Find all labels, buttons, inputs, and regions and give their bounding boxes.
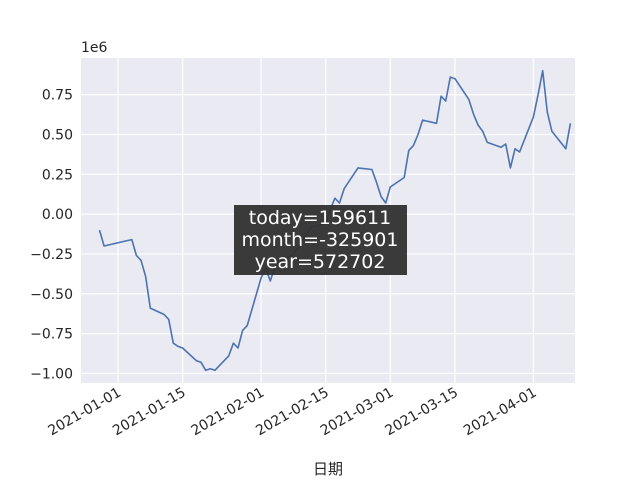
x-tick-label: 2021-04-01 <box>461 385 539 440</box>
y-tick-label: −0.25 <box>30 247 73 263</box>
series-line <box>98 69 572 372</box>
x-tick-label: 2021-01-15 <box>110 385 188 440</box>
x-tick-label: 2021-02-01 <box>189 385 267 440</box>
x-tick-label: 2021-02-15 <box>253 385 331 440</box>
series-layer <box>98 69 572 372</box>
y-tick-label: 0.25 <box>42 167 73 183</box>
annotation-box: today=159611 month=-325901 year=572702 <box>234 205 407 275</box>
annotation-line-month: month=-325901 <box>242 229 399 251</box>
y-ticks: 0.75 0.50 0.25 0.00 −0.25 −0.50 −0.75 −1.00 <box>30 88 73 383</box>
y-tick-label: −0.75 <box>30 327 73 343</box>
y-tick-label: 0.75 <box>42 88 73 104</box>
annotation-background <box>234 205 407 275</box>
y-tick-label: −0.50 <box>30 287 73 303</box>
y-tick-label: 0.00 <box>42 207 73 223</box>
annotation-line-today: today=159611 <box>249 207 391 229</box>
y-offset-label: 1e6 <box>81 40 108 56</box>
x-tick-label: 2021-03-01 <box>318 385 396 440</box>
y-tick-label: −1.00 <box>30 366 73 382</box>
y-tick-label: 0.50 <box>42 127 73 143</box>
annotation-line-year: year=572702 <box>255 251 386 273</box>
x-tick-label: 2021-01-01 <box>45 385 123 440</box>
x-tick-label: 2021-03-15 <box>382 385 460 440</box>
x-axis-label: 日期 <box>313 460 343 478</box>
